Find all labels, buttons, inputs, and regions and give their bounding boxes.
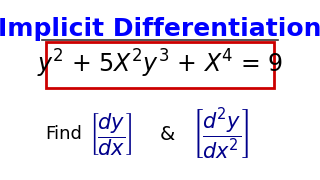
Text: Find: Find	[45, 125, 82, 143]
Text: &: &	[160, 125, 175, 144]
Text: Implicit Differentiation: Implicit Differentiation	[0, 17, 320, 41]
Text: $\left[\dfrac{dy}{dx}\right]$: $\left[\dfrac{dy}{dx}\right]$	[89, 111, 132, 158]
Text: $\left[\dfrac{d^{2}y}{dx^{2}}\right]$: $\left[\dfrac{d^{2}y}{dx^{2}}\right]$	[192, 107, 249, 162]
FancyBboxPatch shape	[46, 42, 274, 88]
Text: $y^{2}$ + 5$X^{2}$$y^{3}$ + $X^{4}$ = 9: $y^{2}$ + 5$X^{2}$$y^{3}$ + $X^{4}$ = 9	[37, 48, 283, 80]
